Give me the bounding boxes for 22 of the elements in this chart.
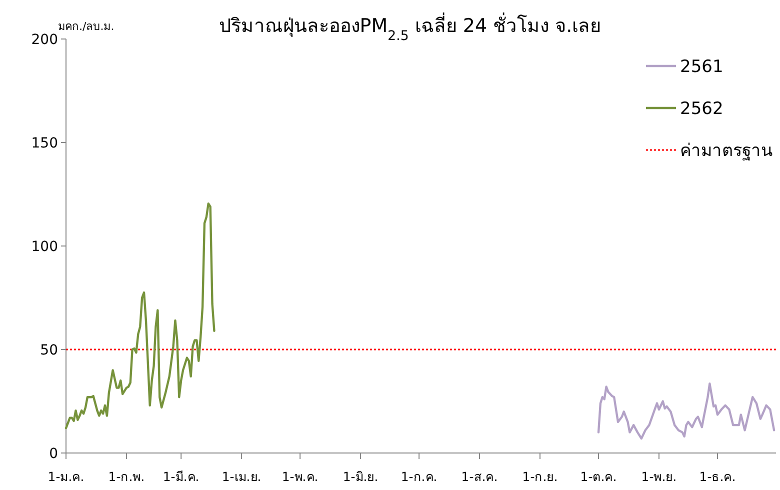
x-tick-label: 1-ส.ค. bbox=[461, 469, 498, 484]
x-tick-label: 1-ก.ค. bbox=[400, 469, 438, 484]
y-tick-label: 50 bbox=[40, 342, 58, 358]
x-tick-label: 1-เม.ย. bbox=[222, 469, 262, 484]
chart-title: ปริมาณฝุ่นละอองPM$_{2.5}$ เฉลี่ย 24 ชั่วโมง จ.เลย bbox=[218, 12, 602, 44]
legend-label: 2561 bbox=[680, 57, 724, 77]
x-tick-label: 1-ต.ค. bbox=[580, 469, 617, 484]
x-tick-label: 1-มิ.ย. bbox=[342, 469, 378, 484]
x-tick-label: 1-มี.ค. bbox=[162, 469, 200, 484]
x-tick-label: 1-ก.ย. bbox=[522, 469, 558, 484]
y-tick-label: 0 bbox=[49, 446, 58, 462]
legend-label: ค่ามาตรฐาน bbox=[680, 141, 773, 161]
y-axis-title: มคก./ลบ.ม. bbox=[58, 20, 114, 33]
x-tick-label: 1-พ.ค. bbox=[282, 469, 318, 484]
x-tick-label: 1-พ.ย. bbox=[641, 469, 677, 484]
y-tick-label: 100 bbox=[31, 239, 58, 255]
x-tick-label: 1-ก.พ. bbox=[108, 469, 145, 484]
x-tick-label: 1-ธ.ค. bbox=[699, 469, 736, 484]
legend-label: 2562 bbox=[680, 99, 724, 119]
x-tick-label: 1-ม.ค. bbox=[48, 469, 84, 484]
y-tick-label: 150 bbox=[31, 136, 58, 152]
y-tick-label: 200 bbox=[31, 32, 58, 48]
